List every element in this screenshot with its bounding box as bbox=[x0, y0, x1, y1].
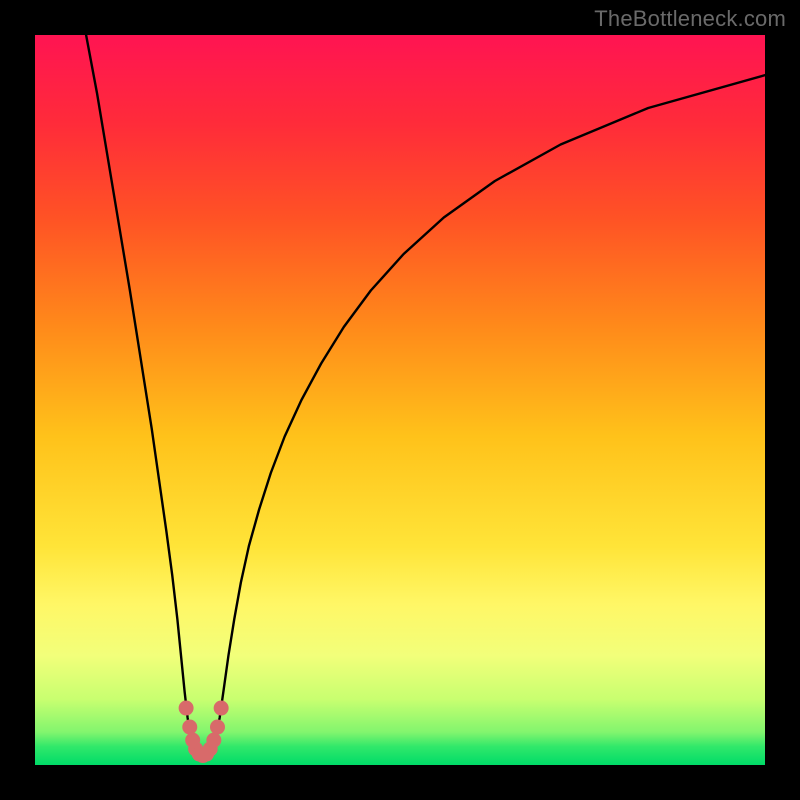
minimum-marker bbox=[214, 701, 229, 716]
minimum-marker bbox=[182, 720, 197, 735]
gradient-background bbox=[35, 35, 765, 765]
watermark-text: TheBottleneck.com bbox=[594, 6, 786, 32]
minimum-marker bbox=[179, 701, 194, 716]
minimum-marker bbox=[206, 733, 221, 748]
minimum-marker bbox=[210, 720, 225, 735]
bottleneck-chart bbox=[35, 35, 765, 765]
chart-frame: TheBottleneck.com bbox=[0, 0, 800, 800]
